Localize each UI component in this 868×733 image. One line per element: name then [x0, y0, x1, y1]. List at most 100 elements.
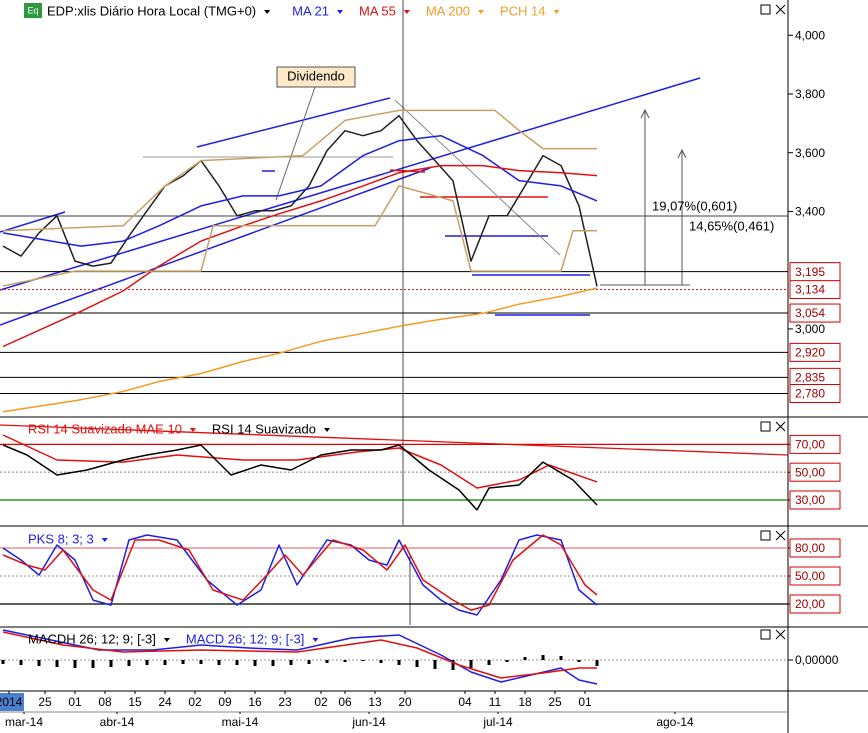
legend-entry[interactable]: MA 21 [292, 3, 329, 18]
trend-line [0, 211, 66, 233]
y-tick-label: 3,800 [795, 87, 825, 101]
date-highlight [0, 693, 24, 711]
close-button[interactable] [775, 421, 786, 432]
histogram-bar [505, 660, 509, 662]
x-tick-label: 16 [248, 695, 262, 709]
histogram-bar [523, 657, 527, 660]
histogram-bar [235, 660, 239, 665]
annotation: 19,07%(0,601) [652, 198, 737, 213]
pane [0, 534, 788, 616]
maximize-button[interactable] [760, 4, 771, 15]
trend-line [0, 167, 431, 326]
series-line [2, 434, 598, 489]
histogram-bar [145, 660, 149, 665]
y-tick-label: 80,00 [795, 541, 825, 555]
series-line [2, 534, 598, 616]
legend-entry[interactable]: MA 200 [426, 3, 470, 18]
price-level-label: 3,054 [795, 306, 825, 320]
x-tick-label: 13 [368, 695, 382, 709]
series-line [2, 534, 598, 611]
header-icon-label[interactable]: Eq [27, 5, 38, 15]
price-level-label: 3,195 [795, 265, 825, 279]
diagonal-line [394, 99, 561, 256]
histogram-bar [307, 660, 311, 664]
histogram-bar [217, 660, 221, 665]
pane [0, 434, 788, 511]
x-tick-label: 18 [518, 695, 532, 709]
y-tick-box [789, 462, 841, 482]
pane-buttons [760, 4, 786, 640]
histogram-bar [127, 660, 131, 666]
histogram-bar [451, 660, 455, 670]
annotation: Dividendo [287, 68, 345, 83]
histogram-bar [109, 660, 113, 667]
maximize-button[interactable] [760, 530, 771, 541]
x-tick-label: 06 [338, 695, 352, 709]
series-line [2, 629, 598, 685]
legend-entry[interactable]: PCH 14 [500, 3, 546, 18]
histogram-bar [559, 656, 563, 660]
histogram-bar [415, 660, 419, 667]
histogram-bar [37, 660, 41, 666]
price-level-label: 2,780 [795, 387, 825, 401]
histogram-bar [199, 660, 203, 664]
y-tick-label: 3,400 [795, 205, 825, 219]
y-tick-box [789, 490, 841, 510]
drawings [0, 0, 789, 625]
price-level-box [789, 342, 841, 362]
legend-arrow [163, 638, 170, 642]
histogram-bar [19, 660, 23, 665]
legend-arrow [324, 428, 330, 432]
month-label: mai-14 [222, 715, 259, 729]
histogram-bar [379, 660, 383, 663]
legend-arrow [264, 10, 271, 14]
close-button[interactable] [775, 4, 786, 15]
month-label: ago-14 [656, 715, 694, 729]
histogram-bar [73, 660, 77, 668]
close-button[interactable] [775, 530, 786, 541]
legend-arrow [477, 10, 484, 14]
y-tick-label: 4,000 [795, 28, 825, 42]
price-level-box [789, 303, 841, 323]
close-button[interactable] [775, 629, 786, 640]
histogram-bar [163, 660, 167, 665]
rsi-trend-line [0, 424, 789, 456]
y-tick-label: 3,600 [795, 146, 825, 160]
x-tick-label: 15 [128, 695, 142, 709]
maximize-button[interactable] [760, 421, 771, 432]
price-level-label: 2,835 [795, 371, 825, 385]
histogram-bar [469, 660, 473, 668]
y-tick-box [789, 594, 841, 614]
histogram-bar [343, 660, 347, 662]
histogram-bar [181, 660, 185, 664]
x-tick-label: 2014 [0, 695, 23, 709]
series-line [2, 109, 597, 232]
legend-entry[interactable]: MACDH 26; 12; 9; [-3] [28, 631, 156, 646]
series-line [2, 185, 597, 287]
legend-entry[interactable]: MACD 26; 12; 9; [-3] [186, 631, 305, 646]
y-tick-box [789, 538, 841, 558]
x-tick-label: 25 [548, 695, 562, 709]
legend-entry[interactable]: PKS 8; 3; 3 [28, 531, 94, 546]
histogram-bar [325, 660, 329, 663]
y-tick-label: 30,00 [795, 493, 825, 507]
histogram-bar [595, 660, 599, 666]
y-tick-label: 3,000 [795, 322, 825, 336]
annotation: 14,65%(0,461) [689, 218, 774, 233]
legend-entry[interactable]: MA 55 [359, 3, 396, 18]
histogram-bar [397, 660, 401, 665]
y-tick-label: 50,00 [795, 569, 825, 583]
x-tick-label: 09 [218, 695, 232, 709]
maximize-button[interactable] [760, 629, 771, 640]
legend-entry[interactable]: RSI 14 Suavizado MAE 10 [28, 421, 182, 436]
legend-arrow [312, 638, 319, 642]
header-icon[interactable] [24, 3, 42, 18]
month-label: jul-14 [482, 715, 513, 729]
legend-arrow [189, 428, 196, 432]
legend-arrow [337, 10, 343, 14]
legend-entry[interactable]: RSI 14 Suavizado [212, 421, 316, 436]
